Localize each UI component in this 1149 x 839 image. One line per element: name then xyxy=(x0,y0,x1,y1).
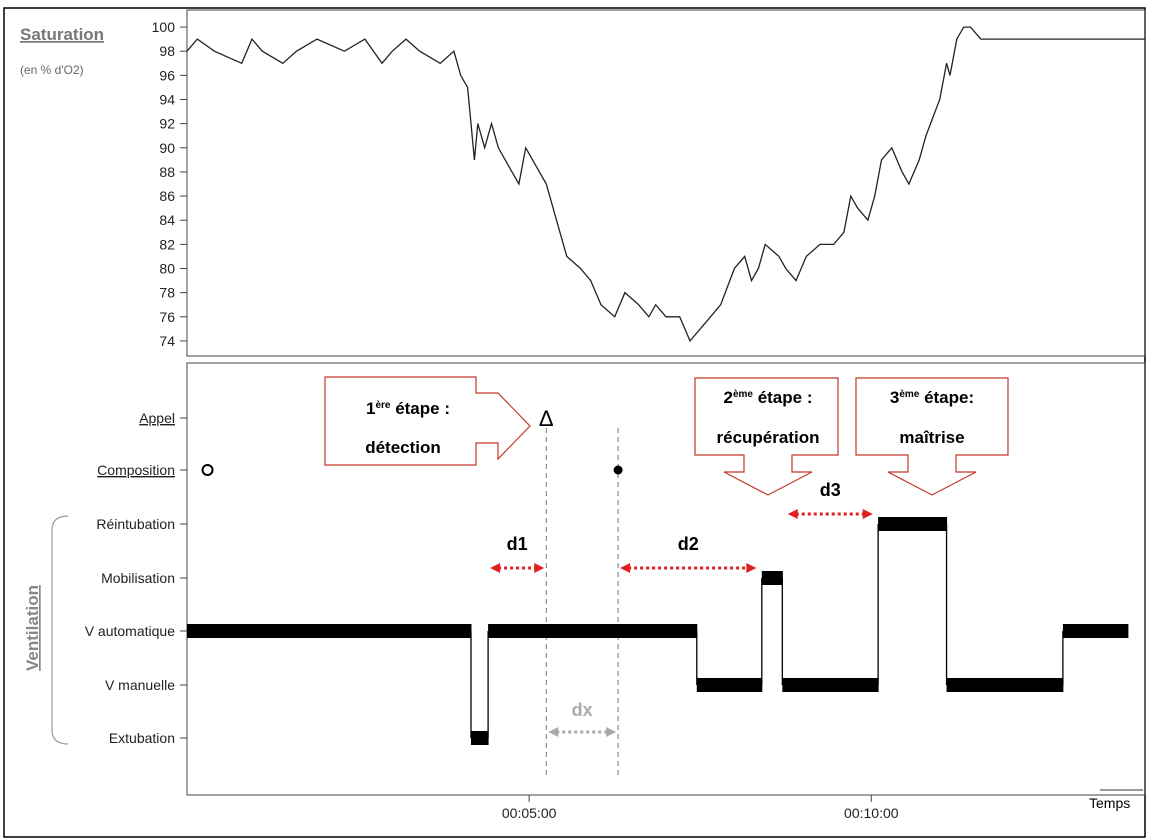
category-label: V manuelle xyxy=(105,677,175,693)
y-tick-label: 88 xyxy=(159,164,175,180)
x-axis-label: Temps xyxy=(1089,795,1130,811)
y-tick-label: 86 xyxy=(159,188,175,204)
saturation-panel: Saturation (en % d'O2) 74 76 78 80 82 84 86 88 9… xyxy=(20,9,1146,357)
ventilation-step-bar xyxy=(761,571,783,585)
stage1-label: détection xyxy=(365,438,441,457)
y-tick-label: 74 xyxy=(159,333,175,349)
y-tick-label: 84 xyxy=(159,212,175,228)
d2-label: d2 xyxy=(678,534,699,554)
d1-label: d1 xyxy=(507,534,528,554)
appel-delta-symbol: Δ xyxy=(539,406,554,431)
y-tick-label: 90 xyxy=(159,140,175,156)
category-label: Composition xyxy=(97,462,175,478)
d3-label: d3 xyxy=(820,480,841,500)
x-tick-label: 00:05:00 xyxy=(502,805,557,821)
d2-head-right xyxy=(746,563,757,573)
y-tick-label: 80 xyxy=(159,261,175,277)
y-tick-label: 82 xyxy=(159,236,175,252)
ventilation-steps xyxy=(187,517,1129,745)
saturation-y-axis: 74 76 78 80 82 84 86 88 90 92 94 96 98 100 xyxy=(152,19,188,349)
ventilation-step-bar xyxy=(187,624,471,638)
time-axis: 00:05:00 00:10:00 xyxy=(502,794,899,821)
stage3-label: maîtrise xyxy=(899,428,964,447)
d2-head-left xyxy=(620,563,631,573)
ventilation-step-bar xyxy=(782,678,879,692)
event-vertical-lines xyxy=(545,428,619,775)
ventilation-category-axis: Appel Composition Réintubation Mobilisation… xyxy=(85,408,188,748)
stage2-callout xyxy=(694,377,839,496)
y-tick-label: 98 xyxy=(159,43,175,59)
category-label: Appel xyxy=(139,410,175,426)
y-tick-label: 92 xyxy=(159,116,175,132)
y-tick-label: 96 xyxy=(159,67,175,83)
dx-head-left xyxy=(548,727,559,737)
y-tick-label: 76 xyxy=(159,309,175,325)
composition-open-marker xyxy=(201,464,214,476)
ventilation-brace xyxy=(51,515,69,745)
stage1-title: 1ère étape : xyxy=(366,399,450,418)
stage3-title: 3ème étape: xyxy=(890,388,974,407)
category-label: Réintubation xyxy=(96,516,175,532)
category-label: Mobilisation xyxy=(101,570,175,586)
ventilation-step-bar xyxy=(878,517,947,531)
y-tick-label: 100 xyxy=(152,19,176,35)
d3-head-left xyxy=(787,509,798,519)
composition-filled-marker xyxy=(613,465,623,475)
y-tick-label: 78 xyxy=(159,285,175,301)
dx-label: dx xyxy=(572,700,593,720)
saturation-title: Saturation xyxy=(20,25,104,44)
saturation-plot-area xyxy=(186,9,1146,357)
d3-head-right xyxy=(862,509,873,519)
ventilation-step-bar xyxy=(1062,624,1128,638)
events: Δ xyxy=(201,406,623,476)
duration-arrows: d1 d2 d3 dx xyxy=(490,480,873,737)
dx-head-right xyxy=(606,727,617,737)
ventilation-step-bar xyxy=(470,731,489,745)
stage3-callout xyxy=(855,377,1009,496)
ventilation-step-bar xyxy=(696,678,762,692)
ventilation-label: Ventilation xyxy=(23,585,42,671)
stage2-label: récupération xyxy=(717,428,820,447)
ventilation-panel: Appel Composition Réintubation Mobilisation… xyxy=(23,362,1146,821)
d1-head-right xyxy=(534,563,545,573)
category-label: Extubation xyxy=(109,730,175,746)
saturation-subtitle: (en % d'O2) xyxy=(20,63,84,77)
x-tick-label: 00:10:00 xyxy=(844,805,899,821)
stage2-title: 2ème étape : xyxy=(723,388,812,407)
d1-head-left xyxy=(490,563,501,573)
stage1-callout xyxy=(324,376,531,466)
category-label: V automatique xyxy=(85,623,175,639)
y-tick-label: 94 xyxy=(159,92,175,108)
ventilation-step-bar xyxy=(946,678,1063,692)
saturation-series-line xyxy=(186,26,1145,343)
ventilation-step-bar xyxy=(488,624,697,638)
